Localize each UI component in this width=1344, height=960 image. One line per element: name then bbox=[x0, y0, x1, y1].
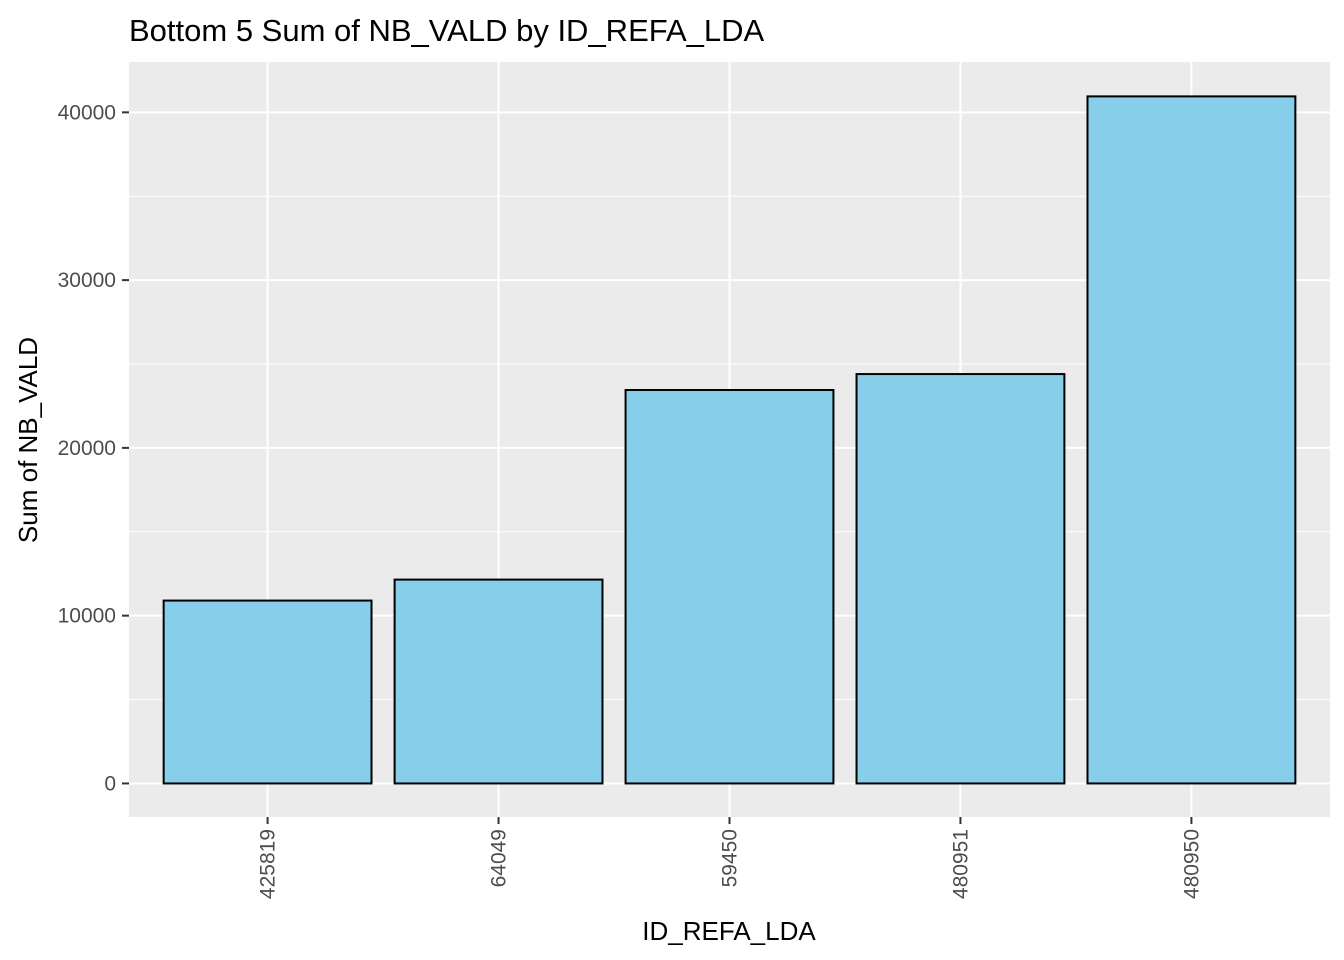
x-axis-title: ID_REFA_LDA bbox=[642, 916, 816, 946]
x-axis: 425819 64049 59450 480951 480950 bbox=[257, 817, 1203, 899]
y-tick-label: 20000 bbox=[58, 437, 116, 460]
bars-layer bbox=[162, 95, 1297, 785]
y-axis-title: Sum of NB_VALD bbox=[13, 337, 43, 543]
bar-425819 bbox=[162, 599, 373, 785]
x-tick-label: 64049 bbox=[488, 829, 511, 887]
bar-480951 bbox=[855, 373, 1066, 785]
y-tick-label: 10000 bbox=[58, 605, 116, 628]
bar-64049 bbox=[393, 578, 604, 785]
x-tick-label: 425819 bbox=[257, 829, 280, 899]
x-tick-label: 59450 bbox=[719, 829, 742, 887]
y-tick-label: 30000 bbox=[58, 269, 116, 292]
bar-59450 bbox=[624, 389, 835, 785]
x-tick-label: 480951 bbox=[949, 829, 972, 899]
y-axis: 0 10000 20000 30000 40000 bbox=[58, 101, 129, 795]
bar-480950 bbox=[1086, 95, 1297, 785]
x-tick-label: 480950 bbox=[1180, 829, 1203, 899]
y-tick-label: 0 bbox=[104, 772, 116, 795]
chart-title: Bottom 5 Sum of NB_VALD by ID_REFA_LDA bbox=[129, 13, 765, 48]
y-tick-label: 40000 bbox=[58, 101, 116, 124]
